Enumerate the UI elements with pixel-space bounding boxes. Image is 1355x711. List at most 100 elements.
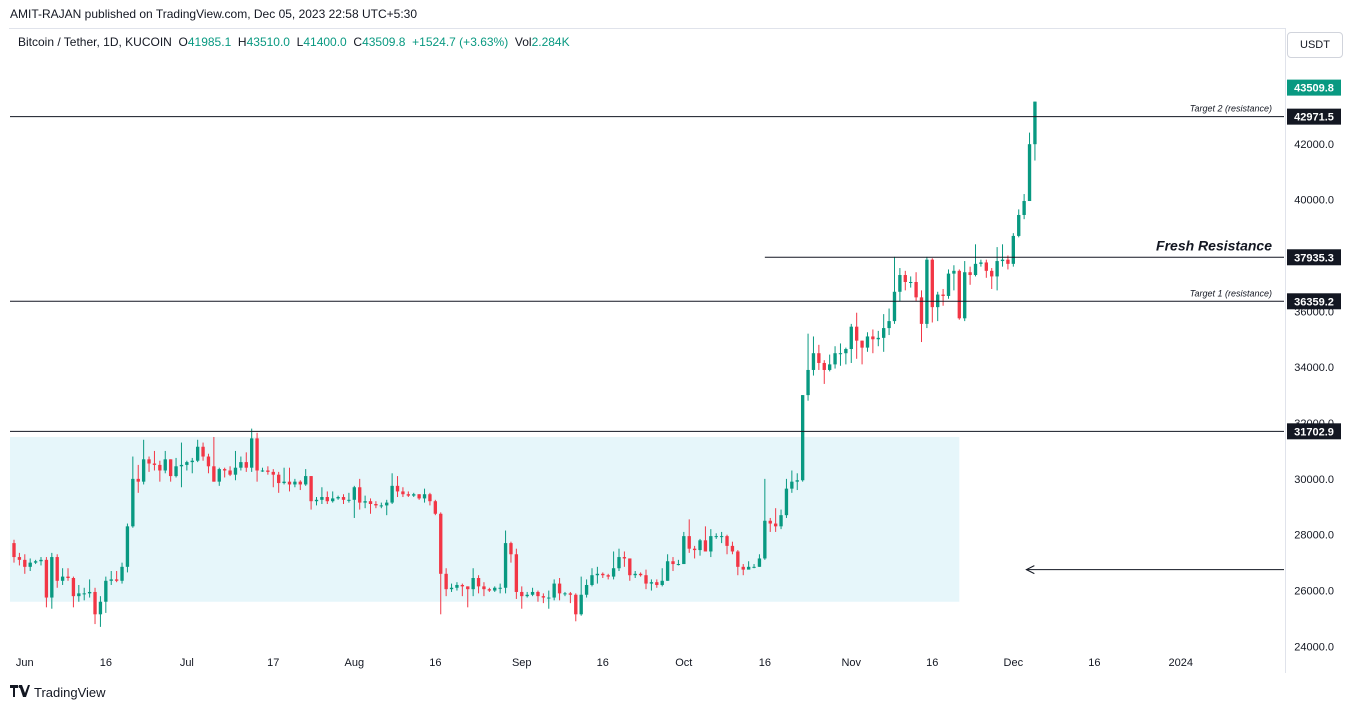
candle-body — [55, 557, 59, 581]
candle-body — [185, 462, 189, 465]
candle — [503, 530, 508, 594]
candle-body — [530, 591, 535, 595]
x-tick-label: Nov — [841, 657, 861, 669]
legend-high: 43510.0 — [246, 35, 290, 49]
candle-body — [331, 498, 335, 502]
candle-body — [406, 494, 411, 496]
candle-body — [698, 540, 702, 551]
candle-body — [903, 275, 907, 282]
candle-body — [217, 469, 221, 482]
candle — [730, 541, 735, 555]
legend-close: 43509.8 — [362, 35, 406, 49]
candle — [201, 442, 205, 461]
currency-button[interactable]: USDT — [1287, 32, 1343, 58]
candle-body — [725, 536, 729, 546]
x-tick-label: 16 — [100, 657, 112, 669]
footer-brand[interactable]: TradingView — [10, 685, 106, 700]
candle — [244, 452, 248, 472]
candle-body — [741, 566, 745, 570]
candle-body — [190, 460, 194, 463]
candle — [995, 247, 999, 291]
candle-body — [120, 566, 124, 581]
candle — [514, 548, 519, 599]
candle-body — [412, 494, 416, 496]
legend-change: +1524.7 (+3.63%) — [412, 35, 509, 49]
candle — [622, 551, 627, 567]
candle-body — [417, 494, 421, 499]
candle-body — [509, 543, 513, 555]
candle-body — [385, 502, 389, 506]
candle-body — [838, 353, 843, 355]
candle — [854, 312, 859, 359]
candle-body — [973, 263, 978, 276]
candle-body — [968, 272, 972, 276]
candle-body — [201, 446, 205, 457]
x-tick-label: Dec — [1004, 657, 1024, 669]
candle — [482, 582, 486, 597]
candle — [530, 587, 535, 597]
candle — [66, 568, 70, 581]
y-tick-label: 24000.0 — [1294, 641, 1334, 653]
candle — [250, 428, 254, 472]
candle — [228, 466, 232, 477]
candle-body — [736, 551, 740, 567]
candle-body — [163, 459, 167, 471]
candle — [71, 576, 76, 608]
candle — [293, 478, 297, 488]
candle-body — [849, 326, 853, 350]
candle-body — [541, 596, 546, 598]
candle-body — [952, 270, 956, 274]
candle — [374, 501, 378, 509]
candle — [752, 564, 756, 569]
candle-body — [892, 291, 897, 322]
level-label: Target 2 (resistance) — [1190, 104, 1272, 114]
candle — [109, 571, 113, 585]
candle — [719, 531, 724, 544]
candle — [406, 491, 411, 498]
candle — [266, 466, 270, 475]
candle-body — [601, 573, 605, 576]
candle — [28, 558, 32, 572]
candle — [644, 569, 648, 590]
candle — [887, 308, 891, 336]
candle-body — [141, 459, 146, 482]
candle-body — [309, 476, 313, 502]
candle — [136, 464, 140, 493]
candle — [314, 497, 319, 506]
candle — [898, 268, 902, 302]
candle-body — [179, 464, 184, 467]
candle-body — [1000, 259, 1005, 262]
candle — [682, 531, 686, 565]
candle-body — [919, 297, 924, 324]
candle-body — [82, 593, 86, 595]
candle-body — [255, 438, 259, 471]
candle-body — [990, 270, 994, 277]
candle — [147, 456, 151, 472]
symbol-legend: Bitcoin / Tether, 1D, KUCOIN O41985.1 H4… — [18, 35, 570, 49]
candle — [190, 457, 194, 474]
candle — [595, 566, 600, 584]
candle-body — [806, 369, 810, 396]
x-tick-label: Jul — [180, 657, 194, 669]
candle — [952, 265, 956, 291]
candle-body — [557, 583, 562, 594]
candle — [363, 495, 367, 509]
candle-body — [768, 520, 772, 524]
candle — [12, 539, 16, 563]
candle-body — [433, 501, 438, 514]
candle — [185, 460, 189, 471]
candle — [665, 554, 670, 581]
candle — [417, 494, 421, 500]
candle — [541, 593, 546, 604]
candle-body — [287, 481, 292, 485]
candle — [833, 346, 837, 369]
candle-body — [1006, 259, 1010, 264]
candle — [876, 330, 880, 347]
candle — [768, 517, 772, 532]
candle — [260, 467, 265, 472]
legend-open: 41985.1 — [187, 35, 232, 49]
candle — [298, 480, 302, 491]
legend-volume-label: Vol — [514, 35, 532, 49]
candle-body — [363, 501, 367, 503]
